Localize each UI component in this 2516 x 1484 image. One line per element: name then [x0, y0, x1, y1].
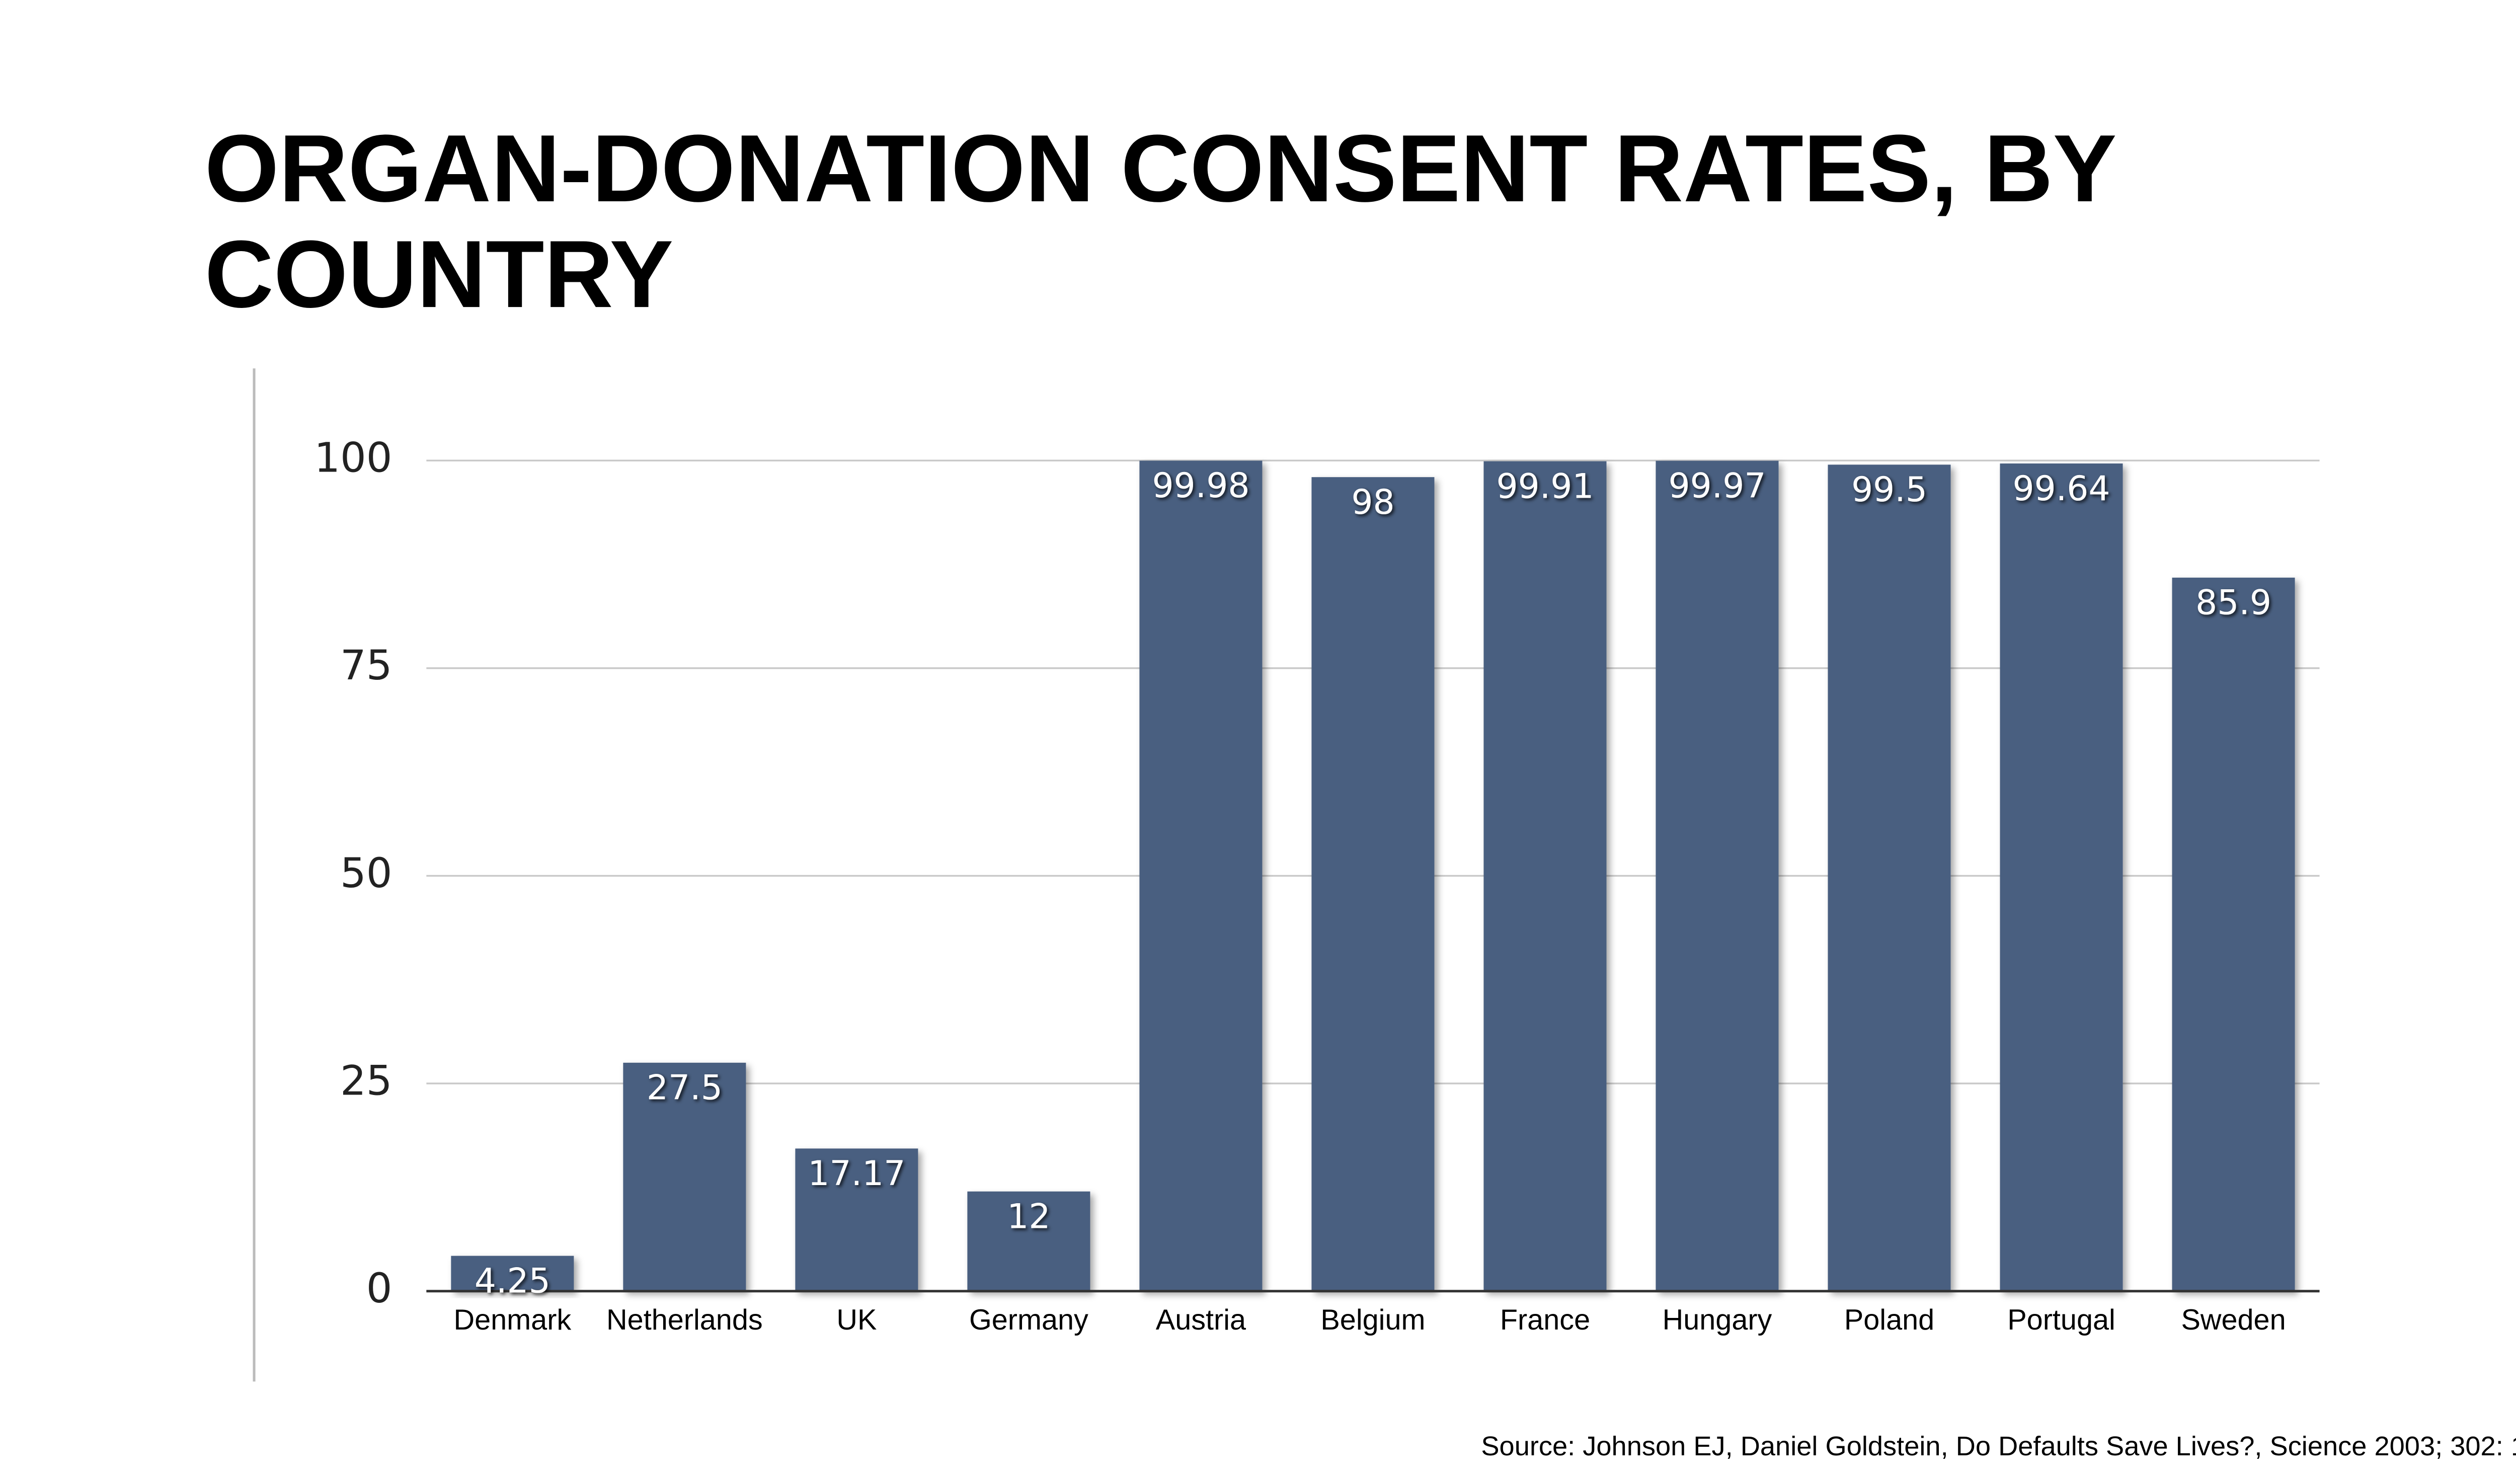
- chart-title: ORGAN-DONATION CONSENT RATES, BY COUNTRY: [204, 114, 2115, 328]
- value-label: 99.64: [2013, 468, 2110, 508]
- y-tick-label: 25: [340, 1057, 392, 1105]
- bar: [1139, 460, 1263, 1291]
- bar: [1311, 477, 1435, 1291]
- x-tick-label: Portugal: [2007, 1304, 2115, 1336]
- value-label: 12: [1007, 1196, 1050, 1236]
- bar: [2000, 463, 2123, 1291]
- bar: [2172, 577, 2295, 1291]
- y-tick-label: 50: [340, 849, 392, 897]
- bar: [967, 1191, 1090, 1291]
- y-tick-label: 0: [366, 1265, 392, 1312]
- bar: [623, 1062, 746, 1291]
- value-label: 98: [1351, 482, 1394, 522]
- x-tick-label: Belgium: [1320, 1304, 1425, 1336]
- x-tick-label: Netherlands: [606, 1304, 763, 1336]
- y-tick-label: 100: [314, 434, 392, 482]
- y-tick-label: 75: [340, 642, 392, 689]
- bar: [795, 1148, 918, 1291]
- x-tick-label: UK: [836, 1304, 877, 1336]
- value-label: 17.17: [808, 1153, 905, 1193]
- x-tick-label: Poland: [1844, 1304, 1934, 1336]
- x-tick-label: France: [1500, 1304, 1590, 1336]
- x-tick-label: Austria: [1156, 1304, 1246, 1336]
- bar: [451, 1256, 574, 1291]
- value-label: 4.25: [475, 1261, 551, 1300]
- value-label: 27.5: [647, 1068, 723, 1108]
- value-label: 99.91: [1496, 466, 1594, 506]
- value-label: 85.9: [2195, 583, 2271, 622]
- x-tick-label: Denmark: [454, 1304, 572, 1336]
- bar: [1483, 461, 1607, 1291]
- x-tick-label: Germany: [969, 1304, 1088, 1336]
- value-label: 99.97: [1668, 465, 1766, 505]
- bar: [1656, 460, 1779, 1291]
- bar: [1828, 464, 1951, 1291]
- source-note: Source: Johnson EJ, Daniel Goldstein, Do…: [1481, 1431, 2516, 1461]
- value-label: 99.5: [1851, 470, 1927, 509]
- value-label: 99.98: [1152, 465, 1249, 505]
- x-tick-label: Hungary: [1663, 1304, 1772, 1336]
- x-tick-label: Sweden: [2181, 1304, 2286, 1336]
